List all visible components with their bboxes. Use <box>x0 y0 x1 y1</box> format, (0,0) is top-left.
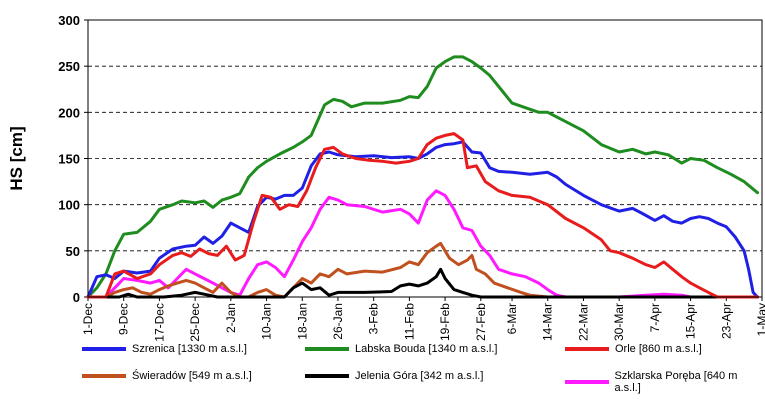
y-tick-label: 150 <box>58 152 80 167</box>
y-axis-label: HS [cm] <box>7 126 26 190</box>
x-tick-label: 25-Dec <box>188 303 202 342</box>
y-tick-label: 50 <box>66 244 80 259</box>
x-tick-label: 10-Jan <box>260 303 274 340</box>
x-tick-label: 1-Dec <box>81 303 95 335</box>
y-tick-label: 250 <box>58 59 80 74</box>
x-tick-label: 2-Jan <box>224 303 238 333</box>
x-tick-label: 6-Mar <box>505 303 519 334</box>
series-line-3 <box>86 241 759 299</box>
x-tick-label: 7-Apr <box>648 303 662 332</box>
series-line-4 <box>86 267 759 299</box>
x-tick-label: 9-Dec <box>117 303 131 335</box>
series-line-1 <box>86 55 759 299</box>
y-tick-label: 0 <box>73 290 80 305</box>
plot-frame <box>87 19 763 298</box>
x-tick-label: 15-Apr <box>684 303 698 339</box>
y-axis: 0 50 100 150 200 250 300 <box>58 13 88 305</box>
x-tick-label: 3-Feb <box>367 303 381 335</box>
x-tick-label: 19-Feb <box>438 303 452 341</box>
series-line-0 <box>86 140 759 299</box>
x-tick-label: 11-Feb <box>402 303 416 340</box>
x-tick-label: 23-Apr <box>719 303 733 339</box>
y-tick-label: 300 <box>58 13 80 28</box>
x-tick-label: 14-Mar <box>541 303 555 341</box>
x-axis: 1-Dec 9-Dec 17-Dec 25-Dec 2-Jan 10-Jan 18-Jan 2… <box>81 297 765 342</box>
x-tick-label: 27-Feb <box>474 303 488 341</box>
y-tick-label: 100 <box>58 198 80 213</box>
x-tick-label: 17-Dec <box>152 303 166 342</box>
y-tick-label: 200 <box>58 105 80 120</box>
x-tick-label: 22-Mar <box>576 303 590 341</box>
series-line-2 <box>86 132 759 299</box>
series-line-5 <box>86 189 759 299</box>
series-lines <box>86 55 759 299</box>
gridlines <box>88 65 762 252</box>
x-tick-label: 1-May <box>755 303 765 336</box>
x-tick-label: 30-Mar <box>612 303 626 341</box>
x-tick-label: 26-Jan <box>331 303 345 340</box>
x-tick-label: 18-Jan <box>295 303 309 340</box>
